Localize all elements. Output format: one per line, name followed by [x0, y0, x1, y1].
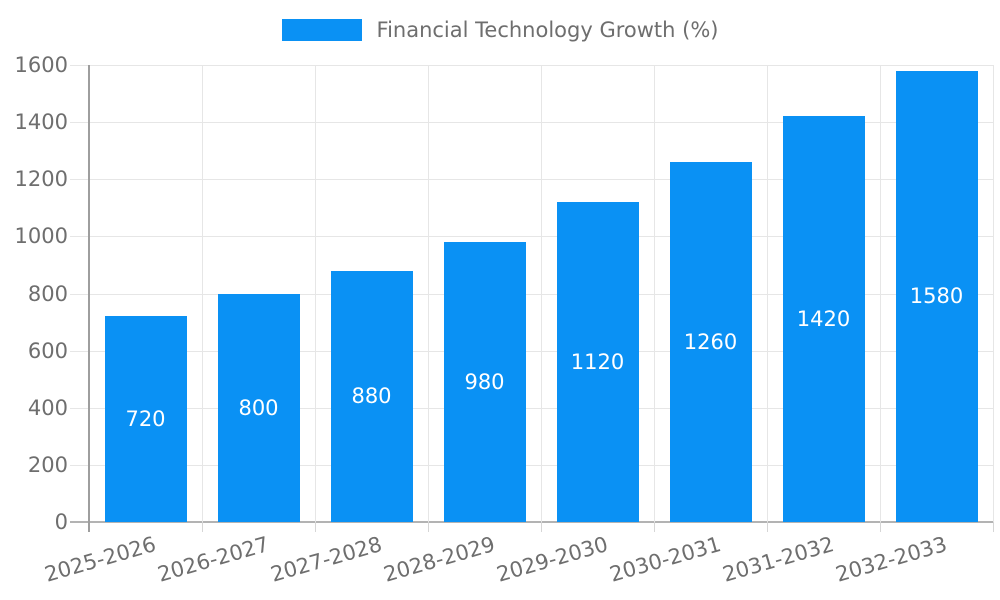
x-axis-tick [880, 522, 881, 532]
horizontal-gridline [70, 179, 993, 181]
vertical-gridline [541, 65, 542, 522]
horizontal-gridline [70, 407, 993, 409]
y-axis-tick-label: 0 [54, 510, 68, 534]
x-axis-tick [202, 522, 203, 532]
vertical-gridline [654, 65, 655, 522]
y-axis-tick-label: 800 [27, 281, 68, 306]
bar-value-label: 720 [125, 407, 166, 432]
horizontal-gridline [70, 464, 993, 466]
legend-label: Financial Technology Growth (%) [376, 18, 719, 42]
x-axis-tick [315, 522, 316, 532]
y-axis-tick-label: 1200 [14, 167, 68, 192]
vertical-gridline [767, 65, 768, 522]
bar: 800 [217, 293, 300, 522]
y-axis-tick-label: 400 [27, 395, 68, 420]
vertical-gridline [880, 65, 881, 522]
vertical-gridline [315, 65, 316, 522]
y-axis-tick-label: 200 [27, 452, 68, 477]
bar: 1260 [669, 162, 752, 522]
bar-value-label: 980 [464, 370, 505, 395]
x-axis-tick [541, 522, 542, 532]
bar-value-label: 800 [238, 395, 279, 420]
horizontal-gridline [70, 350, 993, 352]
y-axis-tick-label: 600 [27, 338, 68, 363]
bar: 880 [330, 270, 413, 522]
vertical-gridline [993, 65, 994, 522]
x-axis-tick [993, 522, 994, 532]
horizontal-gridline [70, 293, 993, 295]
x-axis-tick [767, 522, 768, 532]
bar: 1580 [895, 70, 978, 522]
y-axis-tick-label: 1400 [14, 110, 68, 135]
bar: 1120 [556, 202, 639, 522]
x-axis-tick [428, 522, 429, 532]
bar-value-label: 1120 [570, 350, 625, 375]
y-axis-tick-label: 1000 [14, 224, 68, 249]
x-axis-line [70, 521, 993, 523]
y-axis-line [88, 65, 90, 532]
bar: 720 [104, 316, 187, 522]
chart-legend[interactable]: Financial Technology Growth (%) [0, 18, 1000, 42]
bar: 1420 [782, 116, 865, 522]
y-axis-tick-label: 1600 [14, 53, 68, 77]
bar-value-label: 880 [351, 384, 392, 409]
bar-value-label: 1420 [796, 307, 851, 332]
bar: 980 [443, 242, 526, 522]
vertical-gridline [428, 65, 429, 522]
horizontal-gridline [70, 122, 993, 124]
legend-swatch-icon [281, 19, 362, 41]
bar-value-label: 1260 [683, 330, 738, 355]
x-axis-tick [654, 522, 655, 532]
vertical-gridline [202, 65, 203, 522]
horizontal-gridline [70, 236, 993, 238]
horizontal-gridline [70, 65, 993, 66]
bar-value-label: 1580 [909, 284, 964, 309]
